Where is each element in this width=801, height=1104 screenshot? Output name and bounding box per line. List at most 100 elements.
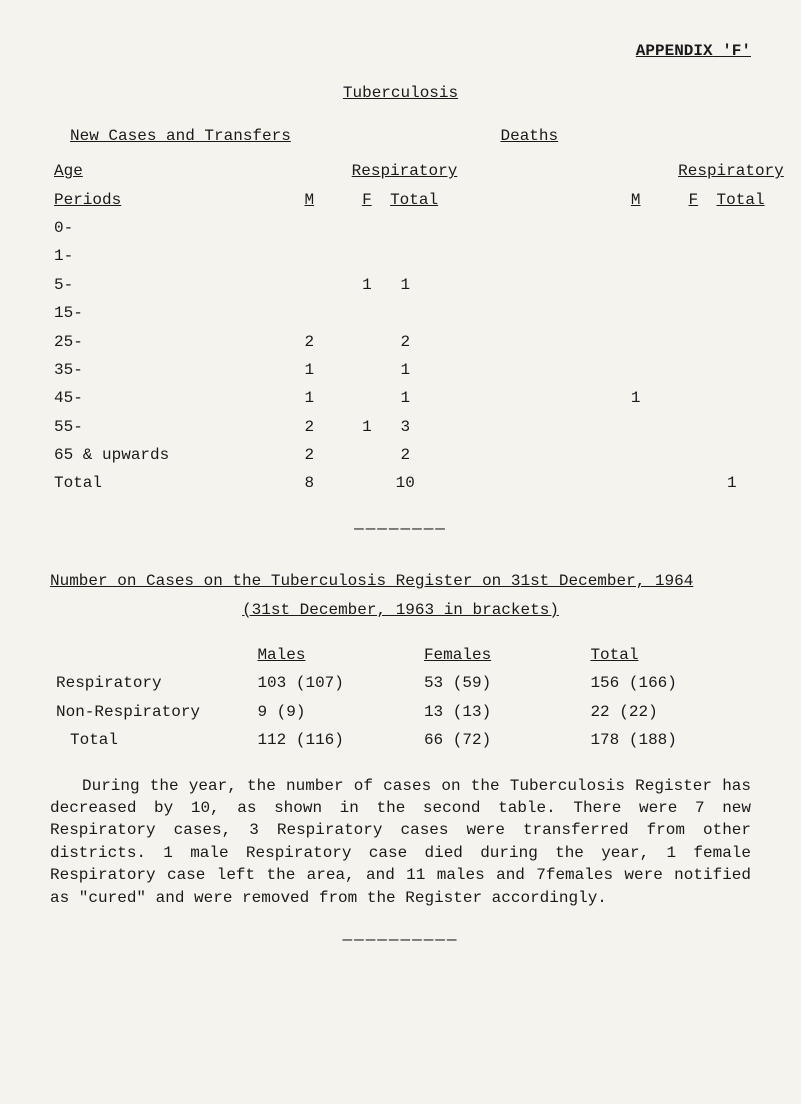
table-row: 1- <box>50 242 751 270</box>
table-row: 5-11 <box>50 271 751 299</box>
respiratory-header-1: Respiratory <box>348 157 425 185</box>
t1-cell <box>386 242 424 270</box>
f1-cell <box>348 441 386 469</box>
m2-cell <box>597 328 674 356</box>
register-row: Non-Respiratory9 (9)13 (13)22 (22) <box>50 698 751 726</box>
table-row: 55-213 <box>50 413 751 441</box>
m1-cell <box>271 271 348 299</box>
m1-cell: 8 <box>271 469 348 497</box>
t2-cell <box>713 384 751 412</box>
f1-cell <box>348 469 386 497</box>
f2-cell <box>674 384 712 412</box>
f-header-1: F <box>348 186 386 214</box>
females-header: Females <box>418 641 585 669</box>
reg-males-cell: 9 (9) <box>251 698 418 726</box>
t2-cell <box>713 413 751 441</box>
section-headers: New Cases and Transfers Deaths <box>50 125 751 147</box>
f1-cell <box>348 242 386 270</box>
age-cell: 35- <box>50 356 271 384</box>
f1-cell: 1 <box>348 413 386 441</box>
reg-females-cell: 66 (72) <box>418 726 585 754</box>
m1-cell: 2 <box>271 413 348 441</box>
t2-cell <box>713 299 751 327</box>
total-header: Total <box>584 641 751 669</box>
f1-cell: 1 <box>348 271 386 299</box>
register-line1: Number on Cases on the Tuberculosis Regi… <box>50 572 693 590</box>
separator-2: —————————— <box>50 929 751 951</box>
f1-cell <box>348 384 386 412</box>
total-header-2: Total <box>713 186 751 214</box>
body-paragraph: During the year, the number of cases on … <box>50 775 751 909</box>
register-line2: (31st December, 1963 in brackets) <box>50 599 751 621</box>
m2-cell <box>597 441 674 469</box>
appendix-main: APPENDIX <box>636 42 713 60</box>
t1-cell: 1 <box>386 271 424 299</box>
f1-cell <box>348 299 386 327</box>
m2-cell: 1 <box>597 384 674 412</box>
m2-cell <box>597 356 674 384</box>
appendix-sub: 'F' <box>713 42 751 60</box>
f2-cell <box>674 271 712 299</box>
age-cell: 45- <box>50 384 271 412</box>
register-table: Males Females Total Respiratory103 (107)… <box>50 641 751 755</box>
reg-label-cell: Respiratory <box>50 669 251 697</box>
respiratory-header-2: Respiratory <box>674 157 751 185</box>
table-row: 0- <box>50 214 751 242</box>
f-header-2: F <box>674 186 712 214</box>
f2-cell <box>674 299 712 327</box>
t1-cell: 1 <box>386 356 424 384</box>
separator-1: ———————— <box>50 518 751 540</box>
m1-cell: 1 <box>271 384 348 412</box>
table-header-row-1: Age Respiratory Respiratory <box>50 157 751 185</box>
reg-females-cell: 13 (13) <box>418 698 585 726</box>
age-cell: 55- <box>50 413 271 441</box>
section-left: New Cases and Transfers <box>50 125 321 147</box>
f1-cell <box>348 328 386 356</box>
f2-cell <box>674 441 712 469</box>
t1-cell: 1 <box>386 384 424 412</box>
appendix-label: APPENDIX 'F' <box>50 40 751 62</box>
periods-header: Periods <box>50 186 271 214</box>
t1-cell: 2 <box>386 328 424 356</box>
reg-label-cell: Total <box>50 726 251 754</box>
f2-cell <box>674 242 712 270</box>
table-row: 35-11 <box>50 356 751 384</box>
m1-cell: 1 <box>271 356 348 384</box>
t2-cell <box>713 214 751 242</box>
m2-cell <box>597 214 674 242</box>
age-cell: 1- <box>50 242 271 270</box>
m2-cell <box>597 469 674 497</box>
age-cell: 0- <box>50 214 271 242</box>
f1-cell <box>348 356 386 384</box>
t2-cell: 1 <box>713 469 751 497</box>
register-row: Total112 (116)66 (72)178 (188) <box>50 726 751 754</box>
t1-cell: 3 <box>386 413 424 441</box>
t1-cell: 2 <box>386 441 424 469</box>
t2-cell <box>713 242 751 270</box>
reg-total-cell: 178 (188) <box>584 726 751 754</box>
total-header-1: Total <box>386 186 424 214</box>
m2-cell <box>597 299 674 327</box>
table-header-row-2: Periods M F Total M F Total <box>50 186 751 214</box>
f2-cell <box>674 356 712 384</box>
reg-males-cell: 112 (116) <box>251 726 418 754</box>
page-title: Tuberculosis <box>50 82 751 104</box>
m-header-1: M <box>271 186 348 214</box>
t2-cell <box>713 328 751 356</box>
reg-females-cell: 53 (59) <box>418 669 585 697</box>
age-cell: Total <box>50 469 271 497</box>
table-row: 65 & upwards22 <box>50 441 751 469</box>
m1-cell: 2 <box>271 441 348 469</box>
f2-cell <box>674 413 712 441</box>
table-row: 25-22 <box>50 328 751 356</box>
t1-cell: 10 <box>386 469 424 497</box>
t2-cell <box>713 356 751 384</box>
age-cell: 15- <box>50 299 271 327</box>
age-cell: 25- <box>50 328 271 356</box>
register-header-row: Males Females Total <box>50 641 751 669</box>
f2-cell <box>674 214 712 242</box>
register-row: Respiratory103 (107)53 (59)156 (166) <box>50 669 751 697</box>
t2-cell <box>713 441 751 469</box>
m2-cell <box>597 242 674 270</box>
males-header: Males <box>251 641 418 669</box>
